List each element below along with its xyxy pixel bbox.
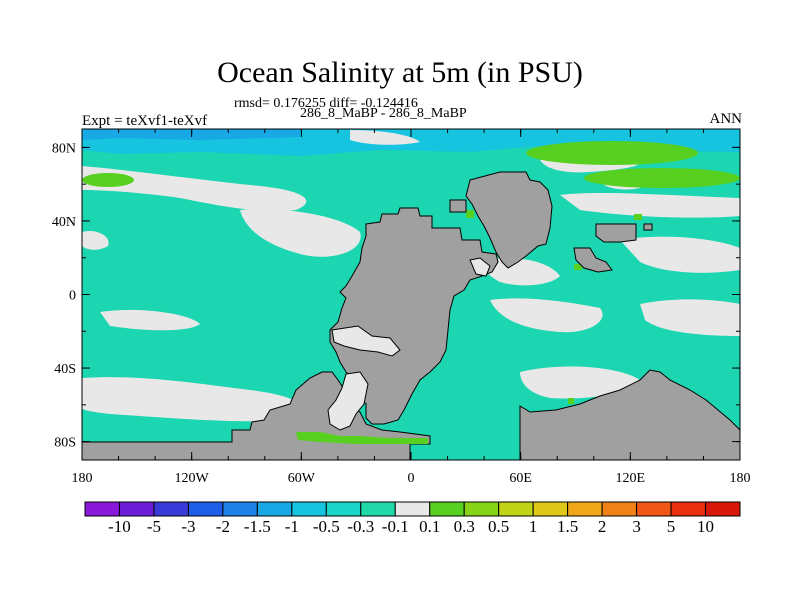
x-tick-label: 60W — [288, 471, 316, 486]
colorbar-box — [532, 501, 569, 517]
x-tick-label: 0 — [408, 471, 415, 486]
colorbar-label: 0.5 — [488, 517, 510, 536]
y-tick-label: 80N — [52, 141, 76, 156]
map-subtitle: 286_8_MaBP - 286_8_MaBP — [300, 106, 467, 121]
colorbar-box — [705, 501, 741, 517]
colorbar-box — [291, 501, 327, 517]
colorbar-label: -5 — [146, 517, 162, 536]
colorbar-label: 0.3 — [453, 517, 475, 536]
colorbar-box — [636, 501, 672, 517]
period-label: ANN — [709, 111, 743, 127]
colorbar-label: 10 — [697, 517, 715, 536]
colorbar-box — [153, 501, 189, 517]
colorbar-label: 3 — [632, 517, 641, 536]
positive-patches — [82, 141, 740, 444]
x-tick-label: 180 — [730, 471, 751, 486]
colorbar-label: -0.1 — [381, 517, 409, 536]
colorbar-boxes — [84, 501, 741, 517]
colorbar-box — [360, 501, 396, 517]
colorbar-label: 0.1 — [419, 517, 441, 536]
land-neutral-patches — [327, 257, 491, 431]
colorbar-box — [118, 501, 155, 517]
map-field — [82, 129, 740, 460]
x-axis: 180 120W 60W 0 60E 120E 180 — [72, 129, 751, 486]
colorbar-box — [84, 501, 120, 517]
map-title: Ocean Salinity at 5m (in PSU) — [217, 56, 583, 89]
colorbar-box — [222, 501, 258, 517]
colorbar-box — [429, 501, 465, 517]
colorbar-box — [498, 501, 534, 517]
colorbar-label: 1.5 — [557, 517, 579, 536]
colorbar-box — [567, 501, 603, 517]
colorbar-label: 2 — [597, 517, 607, 536]
colorbar-label: -3 — [181, 517, 196, 536]
antarctic-green — [296, 432, 428, 444]
colorbar-box — [187, 501, 224, 517]
colorbar-label: -1 — [284, 517, 299, 536]
colorbar-box — [463, 501, 500, 517]
y-axis: 80N 40N 0 40S 80S — [52, 141, 740, 451]
x-tick-label: 120W — [175, 471, 210, 486]
colorbar-box — [394, 501, 431, 517]
x-tick-label: 120E — [616, 471, 646, 486]
colorbar-label: -0.3 — [347, 517, 375, 536]
colorbar-label: -0.5 — [312, 517, 340, 536]
colorbar-label: -1.5 — [243, 517, 271, 536]
x-tick-label: 180 — [72, 471, 93, 486]
colorbar-box — [670, 501, 707, 517]
colorbar-box — [601, 501, 638, 517]
colorbar-box — [256, 501, 293, 517]
y-tick-label: 40S — [54, 362, 76, 377]
colorbar-box — [325, 501, 362, 517]
colorbar-label: -2 — [215, 517, 230, 536]
colorbar-label: 1 — [528, 517, 538, 536]
y-tick-label: 0 — [69, 289, 76, 304]
arctic-strong — [82, 129, 300, 140]
stats-line: rmsd= 0.176255 diff= -0.124416 — [234, 96, 418, 111]
y-tick-label: 40N — [52, 215, 76, 230]
experiment-label: Expt = teXvf1-teXvf — [82, 113, 208, 129]
y-tick-label: 80S — [54, 436, 76, 451]
colorbar-label: 5 — [666, 517, 676, 536]
colorbar-label: -10 — [108, 517, 131, 536]
x-tick-label: 60E — [509, 471, 532, 486]
